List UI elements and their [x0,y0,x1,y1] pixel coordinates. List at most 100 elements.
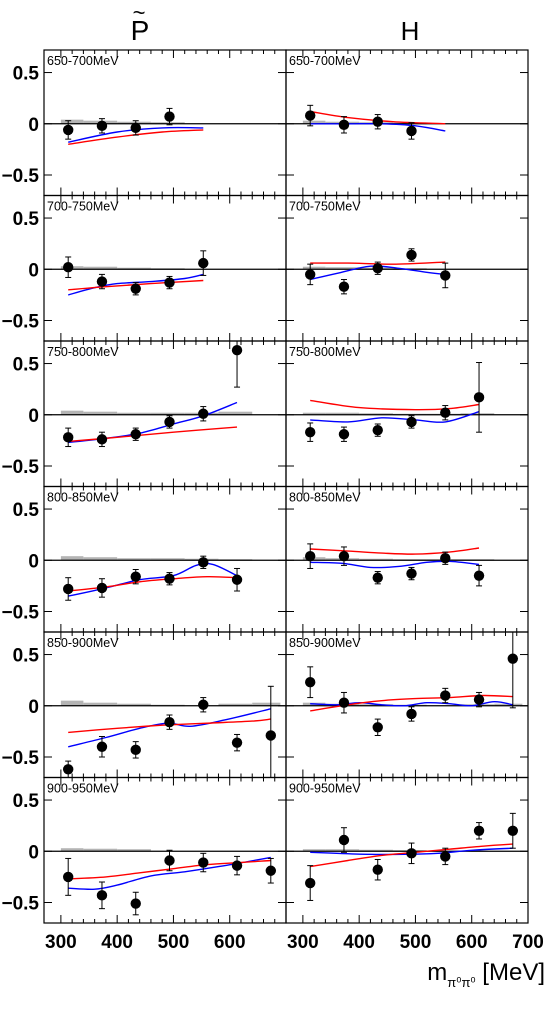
panel-row-700-750MeV: 700-750MeV 700-750MeV [43,194,529,342]
systematic-band [252,702,281,706]
data-point [473,691,485,708]
panel-plot-area [44,107,286,145]
x-axis-title-suffix: [MeV] [476,959,545,986]
data-point [305,104,316,127]
data-marker [338,429,350,440]
panel-range-label: 850-900MeV [289,636,361,650]
panel-p-900-950MeV: 900-950MeV [43,776,287,924]
systematic-band [117,121,151,124]
data-marker [305,110,316,121]
data-marker [305,269,316,280]
data-marker [96,582,108,594]
data-marker [372,263,383,274]
systematic-band [83,411,118,415]
data-marker [406,416,417,428]
data-point [406,122,417,140]
data-point [231,733,243,752]
systematic-band [83,557,118,561]
systematic-band [302,412,326,415]
data-point [406,706,417,722]
panel-h-750-800MeV: 750-800MeV [285,340,529,488]
data-marker [164,716,175,728]
model-curve-blue [310,847,513,856]
panel-p-700-750MeV: 700-750MeV [43,194,287,342]
data-marker [164,277,175,288]
data-marker [130,283,141,294]
panel-p-750-800MeV: 750-800MeV [43,340,287,488]
systematic-band [302,120,326,124]
data-point [130,427,141,441]
data-marker [96,276,108,287]
data-marker [198,557,209,568]
data-point [231,567,243,592]
data-point [473,564,485,587]
data-marker [96,120,108,132]
y-tick-label: 0.5 [13,791,40,812]
panel-h-850-900MeV: 850-900MeV [285,631,529,779]
data-point [305,666,316,699]
x-tick-label: 300 [287,932,319,953]
model-curve-red [68,718,271,734]
panel-grid: 650-700MeV 650-700MeV 700-750MeV 700-750MeV… [43,49,529,924]
data-marker [473,570,485,581]
y-tick-label: 0 [28,551,39,572]
data-marker [198,257,209,269]
x-tick-label: 600 [456,932,488,953]
data-point [372,718,383,736]
data-marker [305,550,316,562]
panel-h-650-700MeV: 650-700MeV [285,49,529,197]
x-tick-label: 400 [343,932,375,953]
data-point [164,714,175,730]
model-curve-red [310,399,480,411]
panel-range-label: 850-900MeV [47,636,119,650]
x-tick-label: 500 [158,932,190,953]
panel-row-850-900MeV: 850-900MeV 850-900MeV [43,631,529,779]
panel-plot-area [286,248,528,295]
x-axis-title: mπ⁰π⁰ [MeV] [427,959,545,990]
data-point [338,691,350,714]
systematic-band [150,412,185,415]
panel-plot-area [286,362,528,442]
panel-range-label: 650-700MeV [47,54,119,68]
model-curve-red [68,129,204,145]
panel-range-label: 650-700MeV [289,54,361,68]
systematic-band [359,849,393,852]
systematic-band [325,267,360,270]
systematic-band [60,848,84,852]
data-point [198,697,209,713]
systematic-band [302,849,326,852]
systematic-band [83,702,118,706]
y-tick-label: 0 [28,115,39,136]
data-point [164,415,175,429]
data-marker [338,834,350,846]
panel-plot-area [286,104,528,140]
data-marker [440,270,451,281]
model-curve-red [68,426,238,443]
data-marker [130,429,141,440]
data-point [372,261,383,275]
y-tick-label: −0.5 [1,603,39,624]
systematic-band [302,266,326,270]
model-curve-red [68,279,204,291]
data-marker [164,416,175,428]
data-point [338,827,350,853]
data-marker [164,573,175,584]
systematic-band [150,122,185,124]
data-marker [305,877,316,889]
panel-range-label: 900-950MeV [47,782,119,796]
data-point [231,855,243,876]
data-marker [198,857,209,868]
data-marker [130,744,141,756]
data-point [231,341,243,388]
data-marker [231,860,243,871]
data-marker [198,699,209,710]
data-marker [440,553,451,564]
data-marker [406,249,417,261]
data-marker [130,898,141,909]
y-tick-label: 0.5 [13,500,40,521]
x-axis-title-prefix: m [427,959,447,986]
data-marker [372,116,383,127]
data-marker [507,653,519,664]
data-marker [338,119,350,130]
panel-p-650-700MeV: 650-700MeV [43,49,287,197]
